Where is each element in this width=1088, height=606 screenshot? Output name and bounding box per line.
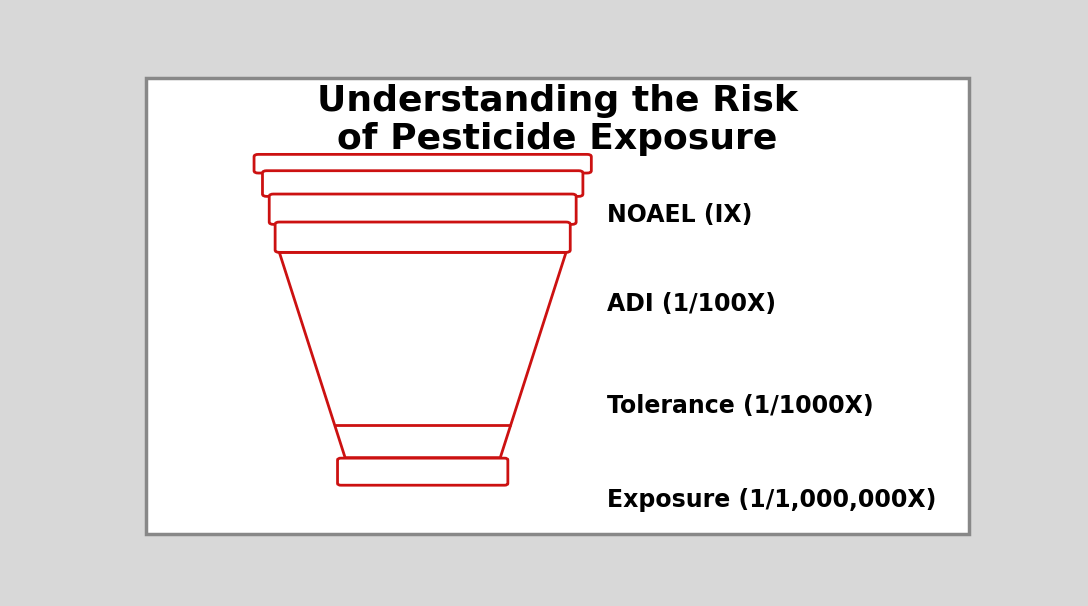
Text: ADI (1/100X): ADI (1/100X)	[606, 291, 776, 316]
Text: Understanding the Risk
of Pesticide Exposure: Understanding the Risk of Pesticide Expo…	[318, 84, 798, 156]
FancyBboxPatch shape	[275, 222, 570, 252]
Text: NOAEL (IX): NOAEL (IX)	[606, 203, 752, 227]
Text: Tolerance (1/1000X): Tolerance (1/1000X)	[606, 395, 874, 418]
Polygon shape	[280, 252, 566, 458]
FancyBboxPatch shape	[337, 458, 508, 485]
FancyBboxPatch shape	[146, 78, 969, 534]
Text: Exposure (1/1,000,000X): Exposure (1/1,000,000X)	[606, 488, 936, 511]
FancyBboxPatch shape	[269, 194, 577, 224]
FancyBboxPatch shape	[254, 155, 592, 173]
FancyBboxPatch shape	[262, 171, 583, 196]
